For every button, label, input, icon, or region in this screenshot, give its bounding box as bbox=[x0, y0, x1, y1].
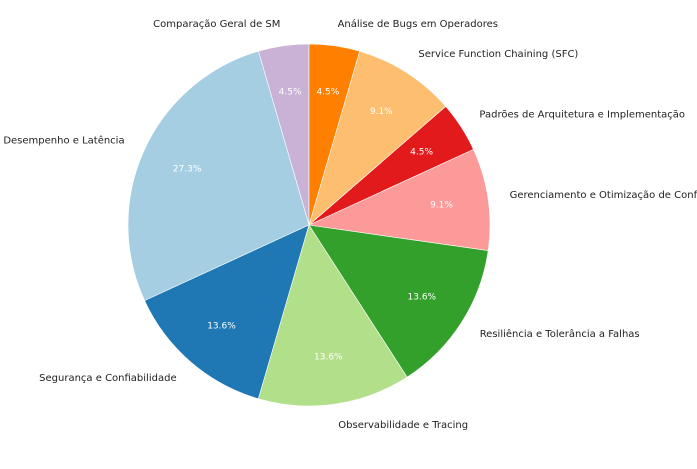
pct-label-gerenciamento-e-otimizacao-de-configs: 9.1% bbox=[430, 201, 453, 211]
category-label-resiliencia-e-tolerancia-a-falhas: Resiliência e Tolerância a Falhas bbox=[480, 328, 640, 340]
slice-resiliencia-e-tolerancia-a-falhas bbox=[308, 224, 489, 378]
pct-label-resiliencia-e-tolerancia-a-falhas: 13.6% bbox=[408, 292, 437, 302]
pct-label-desempenho-e-latencia: 27.3% bbox=[173, 164, 202, 174]
category-label-desempenho-e-latencia: Desempenho e Latência bbox=[3, 134, 124, 146]
pct-label-analise-de-bugs-em-operadores: 4.5% bbox=[316, 87, 339, 97]
category-label-padroes-de-arquitetura-e-implementacao: Padrões de Arquitetura e Implementação bbox=[479, 110, 685, 121]
category-label-seguranca-e-confiabilidade: Segurança e Confiabilidade bbox=[39, 373, 176, 384]
pct-label-comparacao-geral-de-sm: 4.5% bbox=[279, 87, 302, 97]
pie-slices bbox=[127, 43, 491, 407]
pct-label-service-function-chaining-sfc: 9.1% bbox=[370, 107, 393, 117]
category-label-service-function-chaining-sfc: Service Function Chaining (SFC) bbox=[418, 49, 578, 60]
pct-label-observabilidade-e-tracing: 13.6% bbox=[314, 353, 343, 363]
slice-gerenciamento-e-otimizacao-de-configs bbox=[307, 148, 491, 251]
slice-analise-de-bugs-em-operadores bbox=[308, 43, 360, 226]
slice-desempenho-e-latencia bbox=[127, 50, 310, 302]
category-label-gerenciamento-e-otimizacao-de-configs: Gerenciamento e Otimização de Configs bbox=[510, 190, 697, 201]
category-label-analise-de-bugs-em-operadores: Análise de Bugs em Operadores bbox=[338, 18, 498, 30]
category-label-comparacao-geral-de-sm: Comparação Geral de SM bbox=[153, 19, 280, 30]
slice-seguranca-e-confiabilidade bbox=[144, 224, 310, 400]
slice-observabilidade-e-tracing bbox=[258, 224, 408, 407]
pct-label-seguranca-e-confiabilidade: 13.6% bbox=[207, 322, 236, 332]
slice-service-function-chaining-sfc bbox=[308, 50, 447, 226]
pie-percent-labels: 4.5% 27.3% 13.6% 13.6% 13.6% 9.1% 4.5% 9.1% 4.5% bbox=[173, 87, 454, 362]
category-label-observabilidade-e-tracing: Observabilidade e Tracing bbox=[338, 420, 468, 431]
pie-category-labels: Comparação Geral de SM Desempenho e Latên… bbox=[3, 18, 697, 431]
pct-label-padroes-de-arquitetura-e-implementacao: 4.5% bbox=[410, 147, 433, 157]
